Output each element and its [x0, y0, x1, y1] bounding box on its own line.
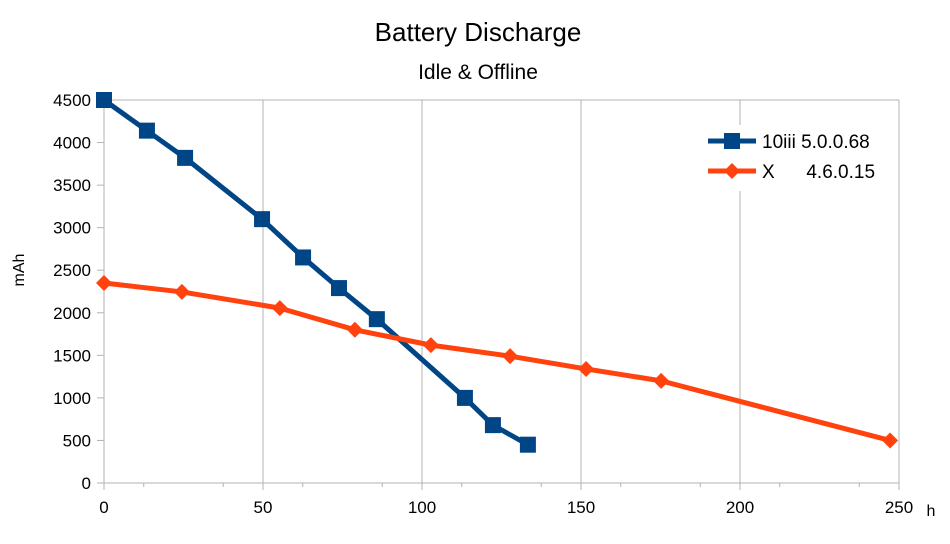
data-point: [653, 372, 670, 389]
data-point: [96, 92, 112, 108]
data-point: [271, 300, 288, 317]
y-tick-label: 2000: [53, 304, 91, 323]
axes: 0 50 100 150 200 2500500100015002000250030003…: [53, 91, 913, 517]
x-tick-label: 0: [99, 498, 108, 517]
data-point: [422, 337, 439, 354]
data-point: [519, 436, 536, 453]
x-tick-label: 250: [885, 498, 913, 517]
data-point: [96, 274, 112, 291]
x-tick-label: 200: [726, 498, 754, 517]
x-tick-label: 100: [408, 498, 436, 517]
y-tick-label: 4500: [53, 91, 91, 110]
series-line: [102, 97, 530, 447]
series-layer: [96, 92, 899, 453]
data-point: [177, 149, 194, 166]
y-tick-label: 0: [82, 474, 91, 493]
y-tick-label: 1000: [53, 389, 91, 408]
y-tick-label: 2500: [53, 261, 91, 280]
y-tick-label: 1500: [53, 346, 91, 365]
data-point: [138, 122, 155, 139]
y-tick-label: 3500: [53, 176, 91, 195]
data-point: [368, 311, 385, 328]
legend-label: 10iii 5.0.0.68: [762, 132, 870, 153]
data-point: [346, 321, 363, 338]
series-line: [103, 280, 891, 443]
chart-title: Battery Discharge: [375, 17, 582, 47]
legend-label: X 4.6.0.15: [762, 162, 875, 183]
y-axis-label: mAh: [11, 254, 28, 287]
y-tick-label: 3000: [53, 219, 91, 238]
x-tick-label: 150: [567, 498, 595, 517]
data-point: [578, 360, 595, 377]
data-point: [173, 283, 190, 300]
series-1: [96, 92, 536, 453]
legend: 10iii 5.0.0.68 X 4.6.0.15: [700, 125, 896, 191]
data-point: [502, 348, 519, 365]
data-point: [456, 389, 473, 406]
data-point: [295, 249, 312, 266]
data-point: [484, 417, 501, 434]
legend-marker: [724, 163, 740, 179]
series-2: [96, 274, 899, 449]
legend-marker: [724, 133, 740, 149]
x-tick-label: 50: [254, 498, 273, 517]
data-point: [331, 280, 348, 297]
x-axis-label: h: [927, 503, 936, 520]
y-tick-label: 4000: [53, 134, 91, 153]
y-tick-label: 500: [63, 431, 91, 450]
chart-subtitle: Idle & Offline: [418, 61, 538, 84]
data-point: [254, 211, 271, 228]
data-point: [882, 432, 899, 449]
